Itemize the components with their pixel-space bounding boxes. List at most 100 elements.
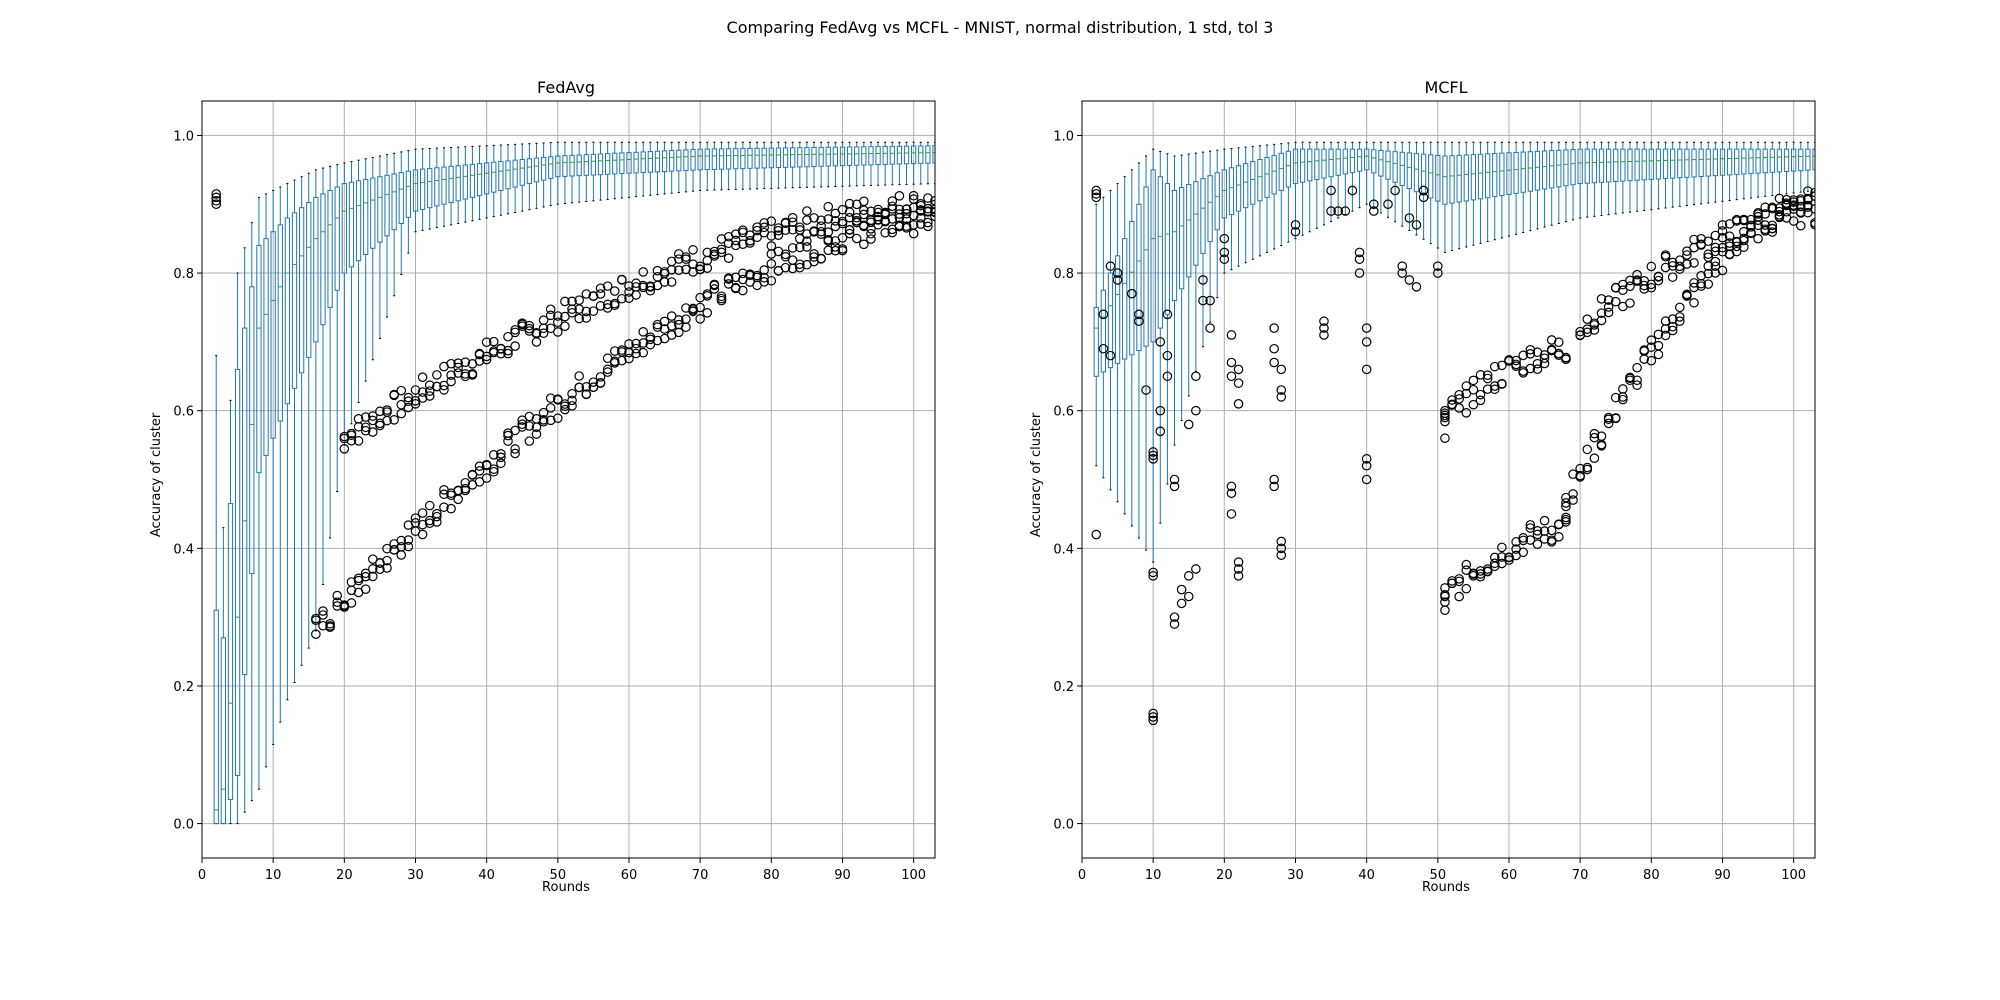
mcfl-box-round bbox=[1314, 141, 1320, 229]
fedavg-box-round bbox=[227, 399, 234, 825]
mcfl-box bbox=[1186, 184, 1192, 278]
fedavg-flier bbox=[211, 192, 222, 203]
fedavg-flier bbox=[766, 216, 777, 227]
mcfl-flier bbox=[1340, 206, 1351, 216]
fedavg-flier bbox=[488, 464, 499, 474]
mcfl-box-round bbox=[1648, 141, 1654, 211]
fedavg-flier bbox=[517, 419, 528, 430]
fedavg-flier bbox=[802, 215, 812, 225]
fedavg-flier bbox=[816, 226, 826, 237]
mcfl-flier bbox=[1795, 201, 1806, 212]
mcfl-box-round bbox=[1214, 149, 1220, 299]
fedavg-flier bbox=[866, 206, 876, 217]
mcfl-flier bbox=[1497, 379, 1507, 389]
fedavg-box bbox=[832, 146, 839, 167]
fedavg-flier bbox=[617, 293, 627, 304]
fedavg-flier bbox=[901, 208, 912, 219]
fedavg-flier bbox=[453, 485, 463, 496]
mcfl-box bbox=[1314, 148, 1320, 180]
mcfl-flier bbox=[1781, 199, 1792, 210]
fedavg-box bbox=[846, 146, 853, 166]
fedavg-box-round bbox=[832, 141, 839, 188]
mcfl-flier bbox=[1632, 375, 1642, 386]
mcfl-flier bbox=[1461, 408, 1472, 418]
mcfl-box-round bbox=[1428, 141, 1434, 245]
fedavg-box bbox=[839, 146, 846, 167]
mcfl-flier bbox=[1667, 272, 1678, 282]
fedavg-flier bbox=[638, 267, 649, 277]
fedavg-xlabel: Rounds bbox=[542, 880, 590, 895]
fedavg-flier bbox=[752, 232, 762, 243]
fedavg-flier bbox=[375, 406, 385, 417]
mcfl-xtick-label: 0 bbox=[1078, 868, 1086, 883]
mcfl-flier bbox=[1710, 261, 1721, 272]
fedavg-flier bbox=[609, 346, 620, 356]
fedavg-flier bbox=[787, 217, 798, 227]
fedavg-flier bbox=[624, 339, 634, 349]
fedavg-flier bbox=[730, 229, 741, 239]
mcfl-flier bbox=[1731, 246, 1742, 257]
fedavg-box-round bbox=[612, 141, 618, 200]
mcfl-flier bbox=[1710, 246, 1721, 257]
fedavg-box bbox=[306, 202, 312, 358]
mcfl-box-round bbox=[1371, 141, 1377, 210]
fedavg-flier bbox=[844, 207, 855, 217]
fedavg-flier bbox=[894, 191, 905, 201]
fedavg-flier bbox=[545, 393, 556, 403]
fedavg-box-round bbox=[633, 141, 639, 198]
mcfl-box-round bbox=[1783, 141, 1790, 195]
mcfl-box bbox=[1726, 148, 1733, 176]
mcfl-flier bbox=[1703, 268, 1714, 279]
mcfl-flier bbox=[1504, 552, 1514, 563]
mcfl-box bbox=[1577, 148, 1583, 185]
fedavg-box bbox=[327, 189, 333, 308]
fedavg-flier bbox=[481, 337, 492, 348]
fedavg-box-round bbox=[576, 141, 582, 203]
mcfl-flier bbox=[1155, 337, 1166, 347]
fedavg-flier bbox=[211, 199, 222, 210]
mcfl-box bbox=[1805, 148, 1811, 171]
mcfl-box bbox=[1164, 183, 1171, 315]
mcfl-flier bbox=[1639, 354, 1650, 364]
fedavg-flier bbox=[367, 571, 378, 582]
mcfl-box-round bbox=[1613, 141, 1619, 215]
fedavg-flier bbox=[581, 306, 592, 317]
fedavg-flier bbox=[674, 327, 684, 338]
fedavg-box-round bbox=[469, 145, 476, 222]
mcfl-flier bbox=[1525, 535, 1536, 545]
mcfl-xtick-label: 40 bbox=[1358, 868, 1375, 883]
mcfl-xtick-label: 60 bbox=[1501, 868, 1518, 883]
fedavg-box-round bbox=[220, 527, 226, 825]
fedavg-flier bbox=[702, 289, 713, 299]
mcfl-flier bbox=[1639, 280, 1650, 291]
fedavg-flier bbox=[666, 311, 677, 321]
mcfl-flier bbox=[1461, 583, 1472, 594]
fedavg-box-round bbox=[811, 141, 817, 188]
fedavg-flier bbox=[574, 382, 584, 393]
mcfl-flier bbox=[1440, 583, 1450, 593]
figure-title: Comparing FedAvg vs MCFL - MNIST, normal… bbox=[727, 18, 1274, 37]
mcfl-xtick-label: 90 bbox=[1714, 868, 1731, 883]
fedavg-flier bbox=[794, 222, 805, 233]
fedavg-flier bbox=[816, 253, 826, 264]
mcfl-flier bbox=[1454, 591, 1464, 602]
fedavg-box-round bbox=[804, 141, 810, 188]
mcfl-flier bbox=[1091, 192, 1102, 203]
fedavg-flier bbox=[759, 218, 770, 228]
mcfl-box bbox=[1364, 148, 1370, 171]
mcfl-flier bbox=[1603, 307, 1614, 318]
fedavg-flier bbox=[638, 280, 649, 291]
fedavg-flier bbox=[688, 303, 698, 314]
mcfl-flier bbox=[1653, 329, 1664, 340]
mcfl-flier bbox=[1191, 371, 1201, 382]
fedavg-flier bbox=[652, 322, 663, 332]
fedavg-box-round bbox=[320, 167, 326, 585]
mcfl-xtick-label: 100 bbox=[1781, 868, 1806, 883]
mcfl-flier bbox=[1717, 265, 1728, 276]
fedavg-box bbox=[355, 180, 362, 262]
mcfl-box bbox=[1613, 148, 1619, 182]
fedavg-flier bbox=[915, 200, 926, 211]
fedavg-flier bbox=[553, 413, 563, 424]
fedavg-box-round bbox=[683, 141, 689, 193]
fedavg-box bbox=[683, 149, 689, 172]
